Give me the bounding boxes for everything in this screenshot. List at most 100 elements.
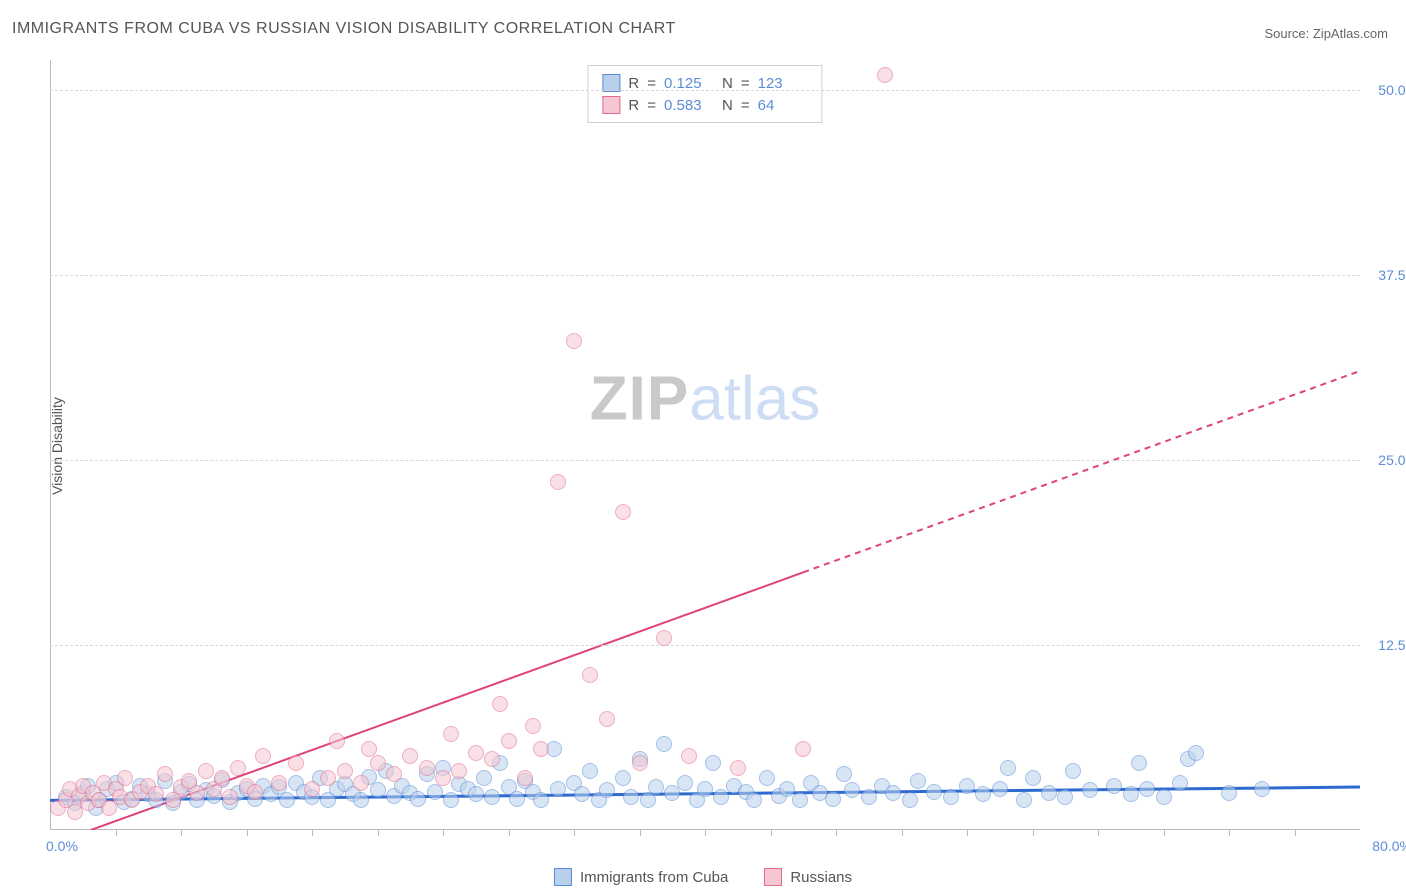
scatter-point bbox=[759, 770, 775, 786]
stats-r-value-2: 0.583 bbox=[664, 97, 714, 114]
scatter-point bbox=[550, 781, 566, 797]
x-tick-mark bbox=[640, 830, 641, 836]
x-tick-mark bbox=[1164, 830, 1165, 836]
scatter-point bbox=[1065, 763, 1081, 779]
watermark-atlas: atlas bbox=[689, 364, 820, 433]
scatter-point bbox=[681, 748, 697, 764]
y-tick-label: 50.0% bbox=[1378, 82, 1406, 98]
scatter-point bbox=[1000, 760, 1016, 776]
trend-lines-svg bbox=[50, 60, 1360, 830]
x-tick-mark bbox=[312, 830, 313, 836]
scatter-point bbox=[329, 733, 345, 749]
scatter-point bbox=[1131, 755, 1147, 771]
scatter-point bbox=[509, 791, 525, 807]
legend-item-2: Russians bbox=[764, 868, 852, 886]
scatter-point bbox=[492, 696, 508, 712]
scatter-point bbox=[705, 755, 721, 771]
scatter-point bbox=[148, 786, 164, 802]
scatter-point bbox=[550, 474, 566, 490]
chart-title: IMMIGRANTS FROM CUBA VS RUSSIAN VISION D… bbox=[12, 20, 676, 38]
scatter-point bbox=[746, 792, 762, 808]
scatter-point bbox=[443, 792, 459, 808]
x-tick-mark bbox=[247, 830, 248, 836]
scatter-point bbox=[533, 792, 549, 808]
plot-area: ZIPatlas R = 0.125 N = 123 R = 0.583 N =… bbox=[50, 60, 1360, 830]
scatter-point bbox=[730, 760, 746, 776]
scatter-point bbox=[419, 760, 435, 776]
stats-equals: = bbox=[741, 97, 750, 114]
scatter-point bbox=[836, 766, 852, 782]
legend-item-1: Immigrants from Cuba bbox=[554, 868, 728, 886]
scatter-point bbox=[476, 770, 492, 786]
scatter-point bbox=[255, 748, 271, 764]
scatter-point bbox=[943, 789, 959, 805]
x-tick-mark bbox=[574, 830, 575, 836]
scatter-point bbox=[825, 791, 841, 807]
x-tick-mark bbox=[116, 830, 117, 836]
x-tick-mark bbox=[705, 830, 706, 836]
scatter-point bbox=[443, 726, 459, 742]
watermark: ZIPatlas bbox=[590, 363, 820, 434]
scatter-point bbox=[664, 785, 680, 801]
scatter-point bbox=[157, 766, 173, 782]
scatter-point bbox=[370, 782, 386, 798]
y-axis-line bbox=[50, 60, 51, 830]
x-tick-mark bbox=[181, 830, 182, 836]
scatter-point bbox=[1057, 789, 1073, 805]
scatter-point bbox=[926, 784, 942, 800]
swatch-series2 bbox=[602, 96, 620, 114]
scatter-point bbox=[615, 504, 631, 520]
scatter-point bbox=[410, 791, 426, 807]
scatter-point bbox=[386, 766, 402, 782]
scatter-point bbox=[632, 755, 648, 771]
scatter-point bbox=[353, 792, 369, 808]
x-tick-mark bbox=[1229, 830, 1230, 836]
grid-line bbox=[50, 645, 1360, 646]
scatter-point bbox=[1082, 782, 1098, 798]
bottom-legend: Immigrants from Cuba Russians bbox=[554, 868, 852, 886]
scatter-point bbox=[615, 770, 631, 786]
scatter-point bbox=[1221, 785, 1237, 801]
scatter-point bbox=[1254, 781, 1270, 797]
scatter-point bbox=[795, 741, 811, 757]
scatter-point bbox=[370, 755, 386, 771]
stats-row-series1: R = 0.125 N = 123 bbox=[602, 72, 807, 94]
source-attribution: Source: ZipAtlas.com bbox=[1264, 26, 1388, 41]
scatter-point bbox=[320, 770, 336, 786]
x-max-label: 80.0% bbox=[1372, 838, 1406, 854]
scatter-point bbox=[353, 775, 369, 791]
scatter-point bbox=[677, 775, 693, 791]
scatter-point bbox=[1041, 785, 1057, 801]
y-tick-label: 25.0% bbox=[1378, 452, 1406, 468]
y-tick-label: 37.5% bbox=[1378, 267, 1406, 283]
scatter-point bbox=[214, 770, 230, 786]
scatter-point bbox=[1156, 789, 1172, 805]
trend-line-dashed bbox=[803, 371, 1360, 572]
scatter-point bbox=[517, 770, 533, 786]
scatter-point bbox=[992, 781, 1008, 797]
scatter-point bbox=[566, 333, 582, 349]
scatter-point bbox=[1016, 792, 1032, 808]
scatter-point bbox=[877, 67, 893, 83]
scatter-point bbox=[656, 736, 672, 752]
scatter-point bbox=[1188, 745, 1204, 761]
scatter-point bbox=[1106, 778, 1122, 794]
scatter-point bbox=[451, 763, 467, 779]
scatter-point bbox=[697, 781, 713, 797]
stats-n-label: N bbox=[722, 97, 733, 114]
y-tick-label: 12.5% bbox=[1378, 637, 1406, 653]
scatter-point bbox=[861, 789, 877, 805]
scatter-point bbox=[288, 755, 304, 771]
x-tick-mark bbox=[1295, 830, 1296, 836]
scatter-point bbox=[501, 733, 517, 749]
scatter-point bbox=[910, 773, 926, 789]
scatter-point bbox=[599, 782, 615, 798]
scatter-point bbox=[656, 630, 672, 646]
grid-line bbox=[50, 275, 1360, 276]
scatter-point bbox=[304, 781, 320, 797]
scatter-point bbox=[844, 782, 860, 798]
correlation-stats-box: R = 0.125 N = 123 R = 0.583 N = 64 bbox=[587, 65, 822, 123]
x-tick-mark bbox=[1098, 830, 1099, 836]
scatter-point bbox=[435, 770, 451, 786]
scatter-point bbox=[959, 778, 975, 794]
